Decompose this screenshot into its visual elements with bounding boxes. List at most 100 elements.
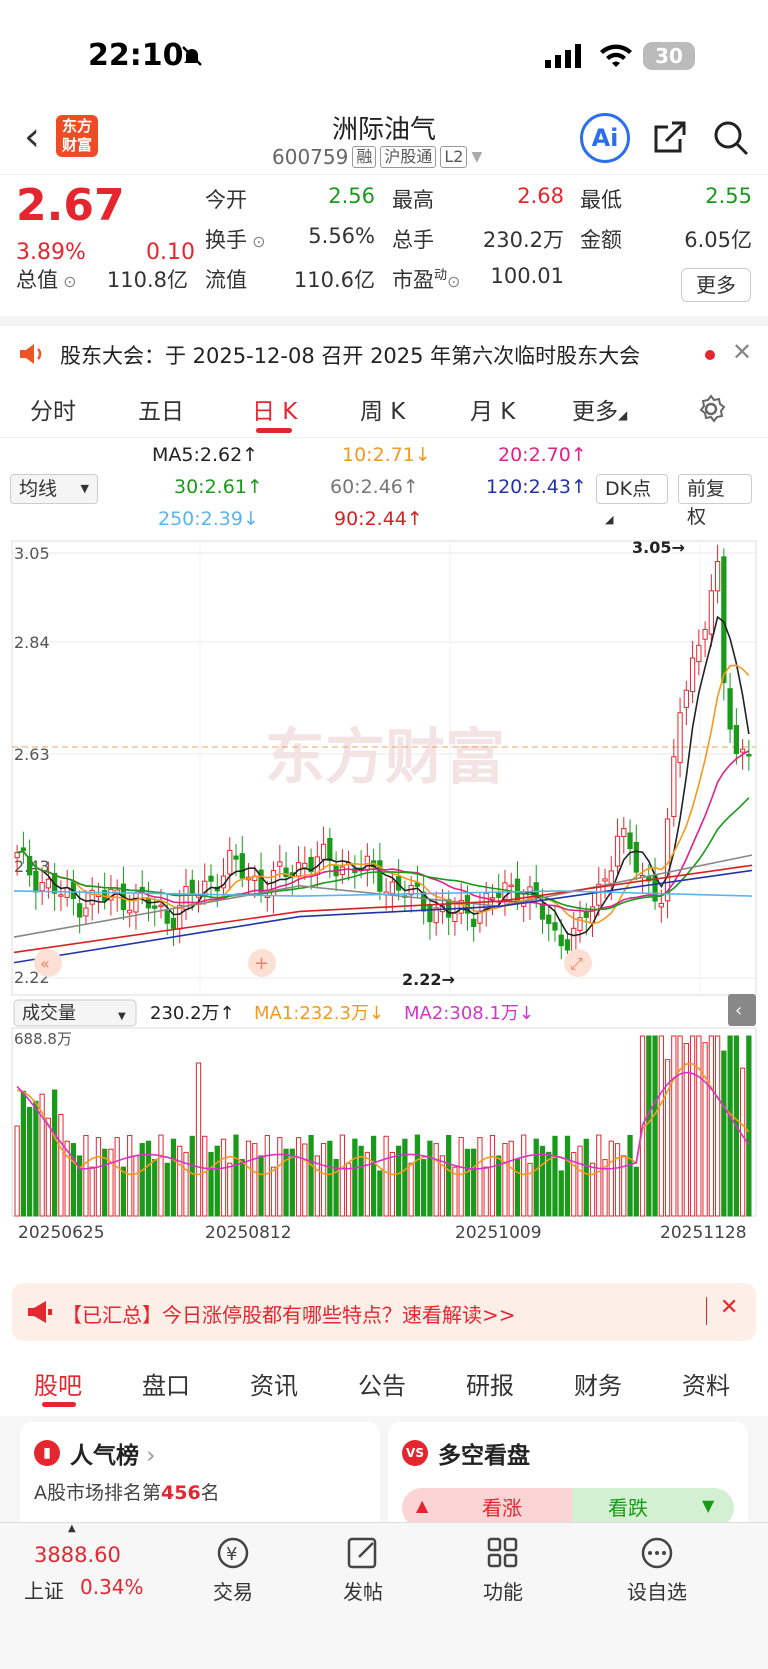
popularity-card[interactable]: ▮ 人气榜 › A股市场排名第456名 [20,1422,380,1532]
close-icon[interactable]: ✕ [720,1295,739,1320]
cards-area: ▮ 人气榜 › A股市场排名第456名 VS 多空看盘 ▲ 看涨 看跌 ▼ [0,1416,768,1532]
stock-code-line[interactable]: 600759 融 沪股通 L2 ▼ [272,145,482,169]
promo-banner[interactable]: 【已汇总】今日涨停股都有哪些特点？速看解读>> ✕ [12,1283,756,1341]
ma-selector[interactable]: 均线 ▼ [10,474,98,504]
volume-bar [95,1137,102,1217]
gear-icon[interactable] [696,394,726,424]
volume-bar [108,1148,114,1217]
adjust-selector[interactable]: 前复权 [678,474,752,528]
label-amount: 金额 [580,228,622,252]
close-icon[interactable]: ✕ [732,338,753,366]
candle-body [170,917,177,929]
index-percent: 0.34% [80,1575,144,1599]
volume-bar [127,1134,133,1217]
volume-bar [596,1134,602,1217]
dk-point-selector[interactable]: DK点◢ [596,474,668,526]
zoom-in-button[interactable] [248,949,276,977]
ma60-line [13,854,753,938]
tab-intraday[interactable]: 分时 [30,399,76,425]
scroll-left-button[interactable] [34,949,62,977]
candle-body [458,899,464,914]
nav-add-watchlist[interactable]: 设自选 [612,1535,702,1605]
nav-trade[interactable]: ¥ 交易 [188,1535,278,1605]
megaphone-icon [28,1301,52,1323]
index-value[interactable]: 3888.60 [34,1543,121,1567]
volume-bar [333,1158,339,1217]
candle-body [33,870,39,893]
chart-icon: ▮ [34,1440,60,1466]
volume-bar [252,1143,258,1217]
tab-announcement[interactable]: 公告 [358,1372,406,1400]
candle-body [414,882,421,887]
volume-bar [170,1138,177,1217]
tab-guba[interactable]: 股吧 [34,1372,82,1400]
candle-body [696,644,702,663]
bull-button[interactable]: ▲ 看涨 [402,1488,572,1528]
tab-more[interactable]: 更多◢ [572,399,628,425]
candle-body [689,657,696,693]
candle-body [671,756,677,818]
volume-bar [627,1134,633,1217]
candle-body [533,882,539,899]
nav-post[interactable]: 发帖 [318,1535,408,1605]
kline-chart[interactable]: 东方财富 3.05 2.84 2.63 2.43 2.22 3.05→ 2.22… [0,538,768,1268]
volume-bar [33,1100,39,1217]
volume-bar [83,1134,89,1217]
volume-bar [508,1140,514,1217]
tab-research[interactable]: 研报 [466,1372,514,1400]
candle-body [83,907,89,917]
ma250-value: 250:2.39↓ [158,508,259,530]
volume-bar [308,1134,314,1217]
volume-bar [302,1143,308,1217]
label-turnover[interactable]: 换手 ⊙ [205,228,266,252]
back-icon[interactable]: ‹ [24,114,40,160]
tab-finance[interactable]: 财务 [574,1372,622,1400]
volume-bar [270,1166,277,1217]
fullscreen-button[interactable] [564,949,592,977]
volume-selector[interactable] [13,999,137,1027]
volume-bar [89,1166,95,1217]
ma120-value: 120:2.43↑ [486,476,587,498]
notice-bar[interactable]: 股东大会：于 2025-12-08 召开 2025 年第六次临时股东大会 ✕ [0,316,768,378]
chevron-left-icon: ‹ [735,1000,742,1021]
tab-weekly-k[interactable]: 周 K [360,399,406,425]
volume-bar [539,1145,546,1217]
candle-body [739,748,746,753]
candle-body [602,878,608,882]
volume-bar [502,1143,508,1217]
volume-bar [39,1093,45,1217]
search-icon[interactable] [712,119,750,157]
ma10-value: 10:2.71↓ [342,444,431,466]
divider [706,1297,707,1325]
candle-body [27,856,33,876]
volume-bar [183,1151,189,1217]
more-button[interactable]: 更多 [681,268,751,302]
share-icon[interactable] [650,119,688,157]
ma30-value: 30:2.61↑ [174,476,263,498]
tab-profile[interactable]: 资料 [682,1372,730,1400]
label-pe[interactable]: 市盈动⊙ [392,268,461,292]
tab-news[interactable]: 资讯 [250,1372,298,1400]
tab-pankou[interactable]: 盘口 [142,1372,190,1400]
volume-bar [139,1143,145,1217]
ai-button[interactable]: Ai [580,113,630,163]
bull-bear-card[interactable]: VS 多空看盘 ▲ 看涨 看跌 ▼ [388,1422,748,1532]
collapse-panel-button[interactable] [728,994,756,1026]
change-percent: 3.89% [16,240,86,265]
label-volume: 总手 [392,228,434,252]
info-icon: ⊙ [447,272,461,291]
volume-bar [571,1152,577,1217]
volume-bar [446,1134,452,1217]
chevron-down-icon: ▼ [471,149,483,165]
volume-bar [245,1140,252,1217]
tab-daily-k[interactable]: 日 K [252,399,298,425]
tab-monthly-k[interactable]: 月 K [470,399,516,425]
unread-dot [705,350,715,360]
label-mktcap[interactable]: 总值 ⊙ [16,268,77,292]
bear-button[interactable]: 看跌 ▼ [572,1488,734,1528]
info-icon: ⊙ [247,232,266,251]
tab-five-day[interactable]: 五日 [138,399,184,425]
volume-bar [421,1159,427,1217]
nav-functions[interactable]: 功能 [458,1535,548,1605]
bull-bear-title: 多空看盘 [438,1443,530,1469]
